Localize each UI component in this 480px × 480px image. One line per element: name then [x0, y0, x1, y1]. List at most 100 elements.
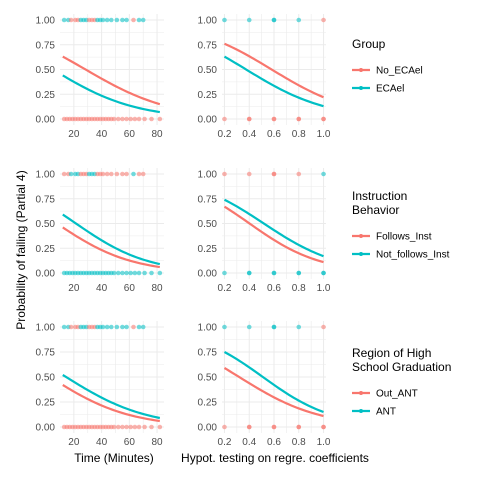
observation-point — [222, 116, 227, 122]
observation-point — [157, 270, 163, 276]
fitted-curve-ANT — [223, 351, 324, 414]
observation-point — [321, 171, 326, 177]
y-tick-label: 0.50 — [198, 65, 218, 76]
y-tick-label: 1.00 — [36, 16, 56, 27]
observation-point — [131, 171, 136, 177]
panel-1-1: 0.00 0.25 0.50 0.75 1.00 0.2 0.4 0.6 0.8 1.0 — [198, 168, 331, 294]
observation-point — [140, 17, 146, 23]
observation-point — [124, 270, 129, 276]
y-tick-label: 0.75 — [198, 194, 218, 205]
legend-label: ECAel — [376, 84, 404, 95]
observation-point — [296, 116, 302, 122]
x-tick-label: 40 — [96, 437, 108, 448]
observation-point — [246, 324, 252, 330]
x-tick-label: 1.0 — [317, 283, 331, 294]
y-tick-label: 0.75 — [36, 348, 56, 359]
observation-point — [142, 116, 147, 122]
observation-point — [124, 116, 129, 122]
x-tick-label: 1.0 — [317, 129, 331, 140]
observation-point — [61, 17, 67, 23]
y-tick-label: 0.25 — [198, 90, 218, 101]
observation-point — [136, 270, 142, 276]
observation-point — [120, 270, 125, 276]
observation-point — [222, 17, 227, 23]
observation-point — [111, 116, 117, 122]
x-tick-label: 40 — [96, 283, 108, 294]
x-tick-label: 0.4 — [242, 129, 256, 140]
y-tick-label: 1.00 — [198, 170, 218, 181]
legend-label: Not_follows_Inst — [376, 250, 450, 261]
legend-1: Instruction Behavior Follows_Inst Not_foll… — [352, 189, 450, 261]
fitted-curve-Out_ANT — [223, 367, 324, 418]
observation-point — [132, 424, 138, 430]
observation-point — [100, 171, 106, 177]
legend-key-point — [359, 68, 363, 72]
observation-point — [120, 17, 125, 23]
x-axis-title-time: Time (Minutes) — [74, 451, 154, 465]
observation-point — [124, 424, 129, 430]
observation-point — [124, 324, 129, 330]
y-tick-label: 1.00 — [36, 170, 56, 181]
y-tick-label: 0.25 — [198, 244, 218, 255]
observation-point — [321, 17, 326, 23]
observation-point — [149, 116, 154, 122]
fitted-curve-ANT — [62, 374, 161, 420]
observation-point — [111, 424, 117, 430]
x-tick-label: 60 — [124, 129, 136, 140]
fitted-curve-Follows_Inst — [223, 205, 324, 264]
observation-point — [136, 17, 142, 23]
legend-title: School Graduation — [352, 360, 451, 374]
y-tick-label: 0.75 — [36, 194, 56, 205]
observation-point — [115, 116, 121, 122]
observation-point — [68, 324, 74, 330]
y-tick-label: 0.50 — [36, 65, 56, 76]
y-tick-label: 0.50 — [198, 219, 218, 230]
y-tick-label: 1.00 — [36, 323, 56, 334]
y-tick-label: 0.50 — [198, 373, 218, 384]
y-tick-label: 0.00 — [36, 115, 56, 126]
x-tick-label: 0.8 — [292, 129, 306, 140]
observation-point — [68, 17, 74, 23]
observation-point — [149, 424, 154, 430]
observation-point — [109, 171, 114, 177]
observation-point — [115, 424, 121, 430]
x-tick-label: 40 — [96, 129, 108, 140]
y-axis-title: Probability of failing (Partial 4) — [14, 170, 28, 329]
observation-point — [131, 324, 136, 330]
y-tick-label: 0.00 — [36, 269, 56, 280]
legend-key-point — [359, 391, 363, 395]
observation-point — [100, 17, 106, 23]
observation-point — [136, 424, 142, 430]
x-tick-label: 80 — [152, 129, 164, 140]
observation-point — [271, 270, 277, 276]
observation-point — [222, 171, 227, 177]
legend-title: Behavior — [352, 203, 399, 217]
observation-point — [68, 171, 74, 177]
y-tick-label: 0.25 — [36, 244, 56, 255]
legend-key-point — [359, 252, 363, 256]
fitted-curve-ECAel — [62, 74, 161, 114]
legend-label: ANT — [376, 407, 396, 418]
observation-point — [124, 171, 129, 177]
x-tick-label: 0.2 — [218, 129, 232, 140]
observation-point — [124, 17, 129, 23]
observation-point — [114, 17, 120, 23]
observation-point — [104, 324, 110, 330]
observation-point — [321, 270, 326, 276]
legend-0: Group No_ECAel ECAel — [352, 37, 423, 95]
observation-point — [321, 424, 326, 430]
observation-point — [120, 116, 125, 122]
panel-2-0: 0.00 0.25 0.50 0.75 1.00 20 40 60 80 — [36, 321, 164, 448]
observation-point — [109, 17, 114, 23]
legend-label: Follows_Inst — [376, 232, 432, 243]
observation-point — [128, 424, 134, 430]
observation-point — [246, 116, 252, 122]
y-tick-label: 0.00 — [198, 269, 218, 280]
observation-point — [61, 171, 67, 177]
legend-2: Region of High School Graduation Out_ANT A… — [352, 346, 451, 418]
x-tick-label: 80 — [152, 437, 164, 448]
panel-0-1: 0.00 0.25 0.50 0.75 1.00 0.2 0.4 0.6 0.8 1.0 — [198, 14, 331, 140]
observation-point — [296, 270, 302, 276]
x-tick-label: 0.6 — [267, 437, 281, 448]
